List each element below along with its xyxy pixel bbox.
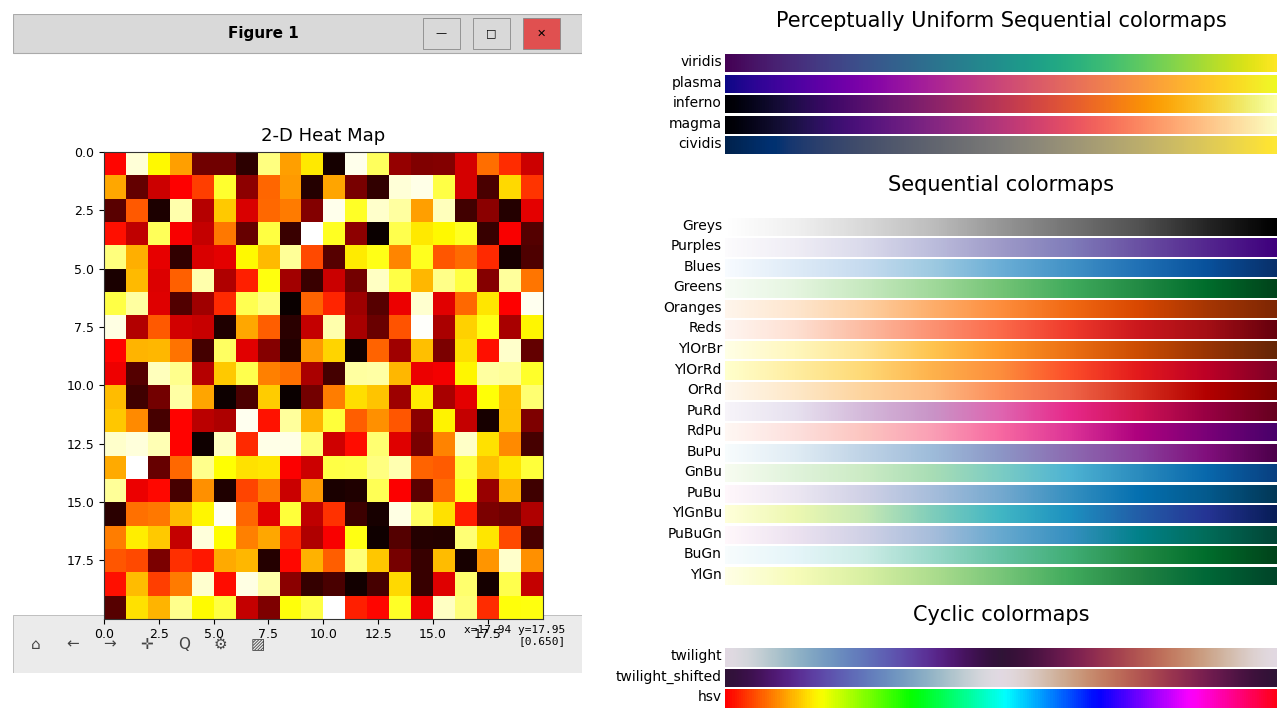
Text: Oranges: Oranges	[663, 301, 722, 315]
Text: PuBu: PuBu	[686, 486, 722, 500]
Text: YlGn: YlGn	[690, 568, 722, 582]
Text: □: □	[486, 29, 497, 38]
Bar	[422, 18, 460, 49]
Bar	[524, 18, 561, 49]
Text: Figure 1: Figure 1	[228, 26, 298, 41]
Text: Blues: Blues	[684, 260, 722, 274]
Text: ←: ←	[67, 636, 79, 652]
Text: —: —	[436, 29, 447, 38]
Text: ⚙: ⚙	[214, 636, 228, 652]
Text: Purples: Purples	[671, 240, 722, 253]
Text: RdPu: RdPu	[686, 424, 722, 438]
Bar	[474, 18, 509, 49]
Text: BuPu: BuPu	[686, 445, 722, 459]
Text: ⌂: ⌂	[31, 636, 41, 652]
Text: PuRd: PuRd	[686, 404, 722, 418]
Text: viridis: viridis	[680, 55, 722, 69]
Text: ✕: ✕	[538, 29, 547, 38]
Text: plasma: plasma	[671, 76, 722, 89]
Text: BuGn: BuGn	[684, 547, 722, 561]
Text: inferno: inferno	[673, 96, 722, 110]
Text: Greys: Greys	[682, 219, 722, 233]
Text: YlGnBu: YlGnBu	[672, 506, 722, 520]
Text: magma: magma	[668, 117, 722, 130]
Text: YlOrRd: YlOrRd	[675, 363, 722, 377]
Text: Perceptually Uniform Sequential colormaps: Perceptually Uniform Sequential colormap…	[776, 11, 1226, 31]
Text: GnBu: GnBu	[684, 465, 722, 479]
Text: hsv: hsv	[698, 690, 722, 704]
Text: →: →	[104, 636, 116, 652]
Text: twilight: twilight	[671, 649, 722, 663]
Bar	[13, 615, 582, 673]
Text: OrRd: OrRd	[687, 383, 722, 397]
Text: x=17.94 y=17.95
[0.650]: x=17.94 y=17.95 [0.650]	[465, 625, 566, 647]
Text: ✛: ✛	[141, 636, 154, 652]
Text: cividis: cividis	[678, 138, 722, 151]
Text: PuBuGn: PuBuGn	[667, 527, 722, 541]
Text: twilight_shifted: twilight_shifted	[616, 670, 722, 684]
Text: Q: Q	[178, 636, 189, 652]
Bar	[13, 14, 582, 53]
Text: ▨: ▨	[251, 636, 265, 652]
Text: Sequential colormaps: Sequential colormaps	[888, 174, 1114, 194]
Text: YlOrBr: YlOrBr	[677, 342, 722, 356]
Text: Cyclic colormaps: Cyclic colormaps	[913, 605, 1089, 625]
Title: 2-D Heat Map: 2-D Heat Map	[261, 127, 385, 145]
Text: Reds: Reds	[689, 322, 722, 336]
Text: Greens: Greens	[673, 281, 722, 294]
